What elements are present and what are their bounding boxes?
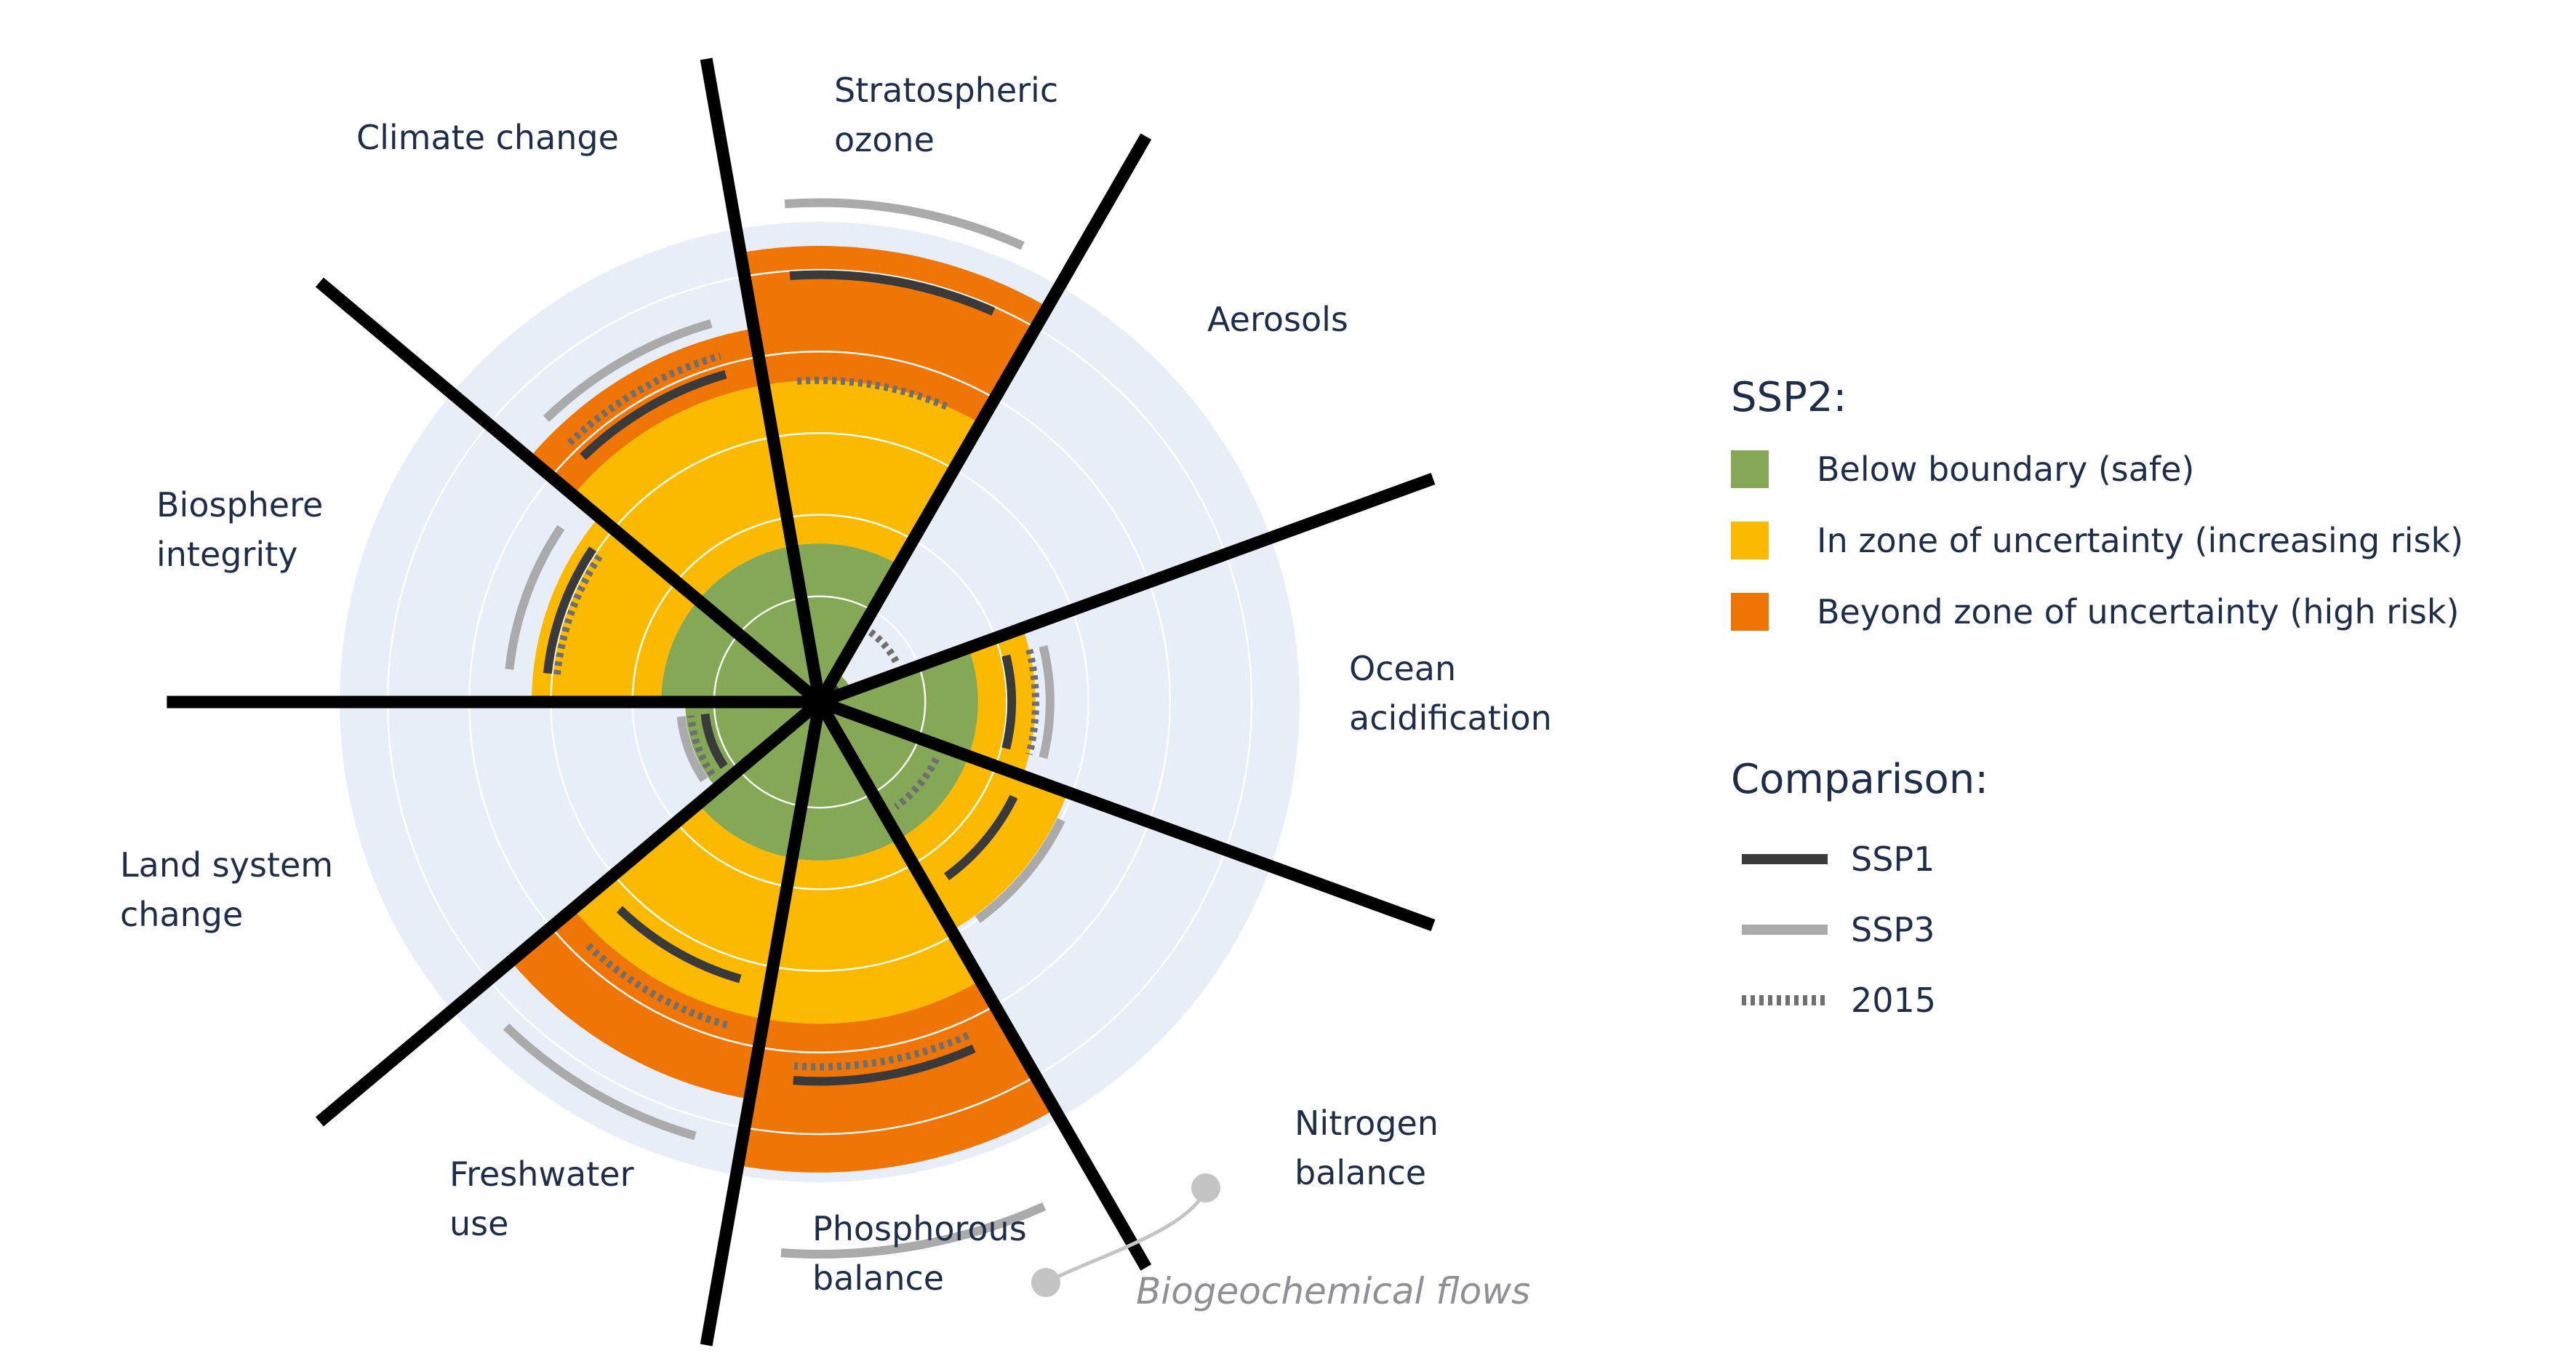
ssp2-safe-band-ocean-acidification (820, 702, 969, 839)
legend-line-label-ssp1: SSP1 (1851, 839, 1935, 879)
legend-zone-label-2: In zone of uncertainty (increasing risk) (1817, 521, 2463, 560)
segment-label-ocean-acidification: Ocean acidification (1349, 649, 1552, 738)
segment-label-line: Phosphorous (812, 1209, 1027, 1248)
biogeochemical-flows-marker: Biogeochemical flows (1031, 1173, 1530, 1312)
ssp1-arc-nitrogen-balance (793, 1044, 976, 1086)
legend-swatch-3 (1731, 593, 1769, 631)
boundary-wheel (167, 57, 1436, 1347)
divider-spoke-1 (700, 57, 826, 703)
y2015-arc-aerosols (1025, 648, 1039, 756)
segment-label-stratospheric-ozone: Stratospheric ozone (834, 71, 1058, 159)
legend-heading-comparison: Comparison: (1731, 756, 1988, 803)
legend-line-label-ssp3: SSP3 (1851, 910, 1935, 949)
ssp1-arc-ocean-acidification (944, 794, 1018, 881)
divider-spoke-7 (315, 697, 824, 1127)
segment-label-land-system-change: Land system change (120, 845, 333, 934)
legend-zone-label-3: Beyond zone of uncertainty (high risk) (1817, 592, 2459, 631)
ssp2-uncertainty-band-biosphere-integrity (573, 385, 793, 601)
biogeochemical-flows-connector (1044, 1187, 1208, 1285)
segment-label-line: Stratospheric (834, 71, 1058, 110)
segment-aerosols (820, 628, 1036, 776)
segment-label-phosphorous-balance: Phosphorous balance (812, 1209, 1027, 1298)
legend-swatch-2 (1731, 522, 1769, 559)
legend-zone-label-1: Below boundary (safe) (1817, 450, 2194, 489)
ssp1-arc-freshwater-use (700, 713, 728, 769)
ssp3-arc-land-system-change (505, 525, 565, 670)
ssp2-safe-band-phosphorous-balance (698, 702, 820, 858)
y2015-arc-climate-change (796, 376, 952, 412)
ssp2-uncertainty-band-aerosols (968, 628, 1036, 776)
segment-label-line: Freshwater (449, 1154, 634, 1194)
ssp3-arc-nitrogen-balance (780, 1202, 1047, 1259)
ssp1-arc-phosphorous-balance (616, 906, 742, 984)
connector-dot-top (1191, 1173, 1220, 1203)
ssp2-safe-band-aerosols (820, 647, 978, 757)
ssp3-arc-climate-change (784, 198, 1025, 250)
segment-label-line: integrity (156, 535, 297, 574)
segment-label-line: balance (1295, 1153, 1426, 1192)
segment-label-line: Land system (120, 845, 333, 885)
ssp2-uncertainty-band-climate-change (764, 380, 981, 565)
ssp3-arc-biosphere-integrity (543, 319, 713, 423)
ssp3-arc-freshwater-use (676, 716, 708, 783)
ssp2-uncertainty-band-nitrogen-balance (764, 839, 981, 1024)
ssp3-arc-aerosols (1039, 645, 1055, 759)
biogeochemical-flows-label: Biogeochemical flows (1136, 1270, 1530, 1312)
y2015-arc-biosphere-integrity (567, 352, 721, 446)
y2015-arc-land-system-change (553, 552, 604, 675)
segment-label-line: ozone (834, 120, 935, 159)
ssp1-arc-aerosols (1001, 654, 1017, 750)
legend-zone-entries: Below boundary (safe) In zone of uncertai… (1731, 450, 2463, 631)
segment-labels: Climate change Stratospheric ozone Aerosols… (120, 71, 1552, 1298)
segment-label-line: Ocean (1349, 649, 1456, 688)
segment-phosphorous-balance (511, 702, 820, 1099)
divider-spoke-5 (814, 698, 1152, 1271)
segment-label-line: balance (812, 1259, 944, 1298)
legend: SSP2: Below boundary (safe) In zone of un… (1731, 374, 2463, 1020)
ssp1-arc-biosphere-integrity (580, 370, 727, 460)
ssp3-arc-phosphorous-balance (503, 1023, 697, 1141)
segment-label-line: Climate change (356, 118, 619, 157)
segment-label-biosphere-integrity: Biosphere integrity (156, 485, 323, 574)
ssp2-high-risk-band-phosphorous-balance (511, 909, 764, 1099)
ssp2-uncertainty-band-phosphorous-balance (573, 803, 793, 1019)
segment-label-line: Aerosols (1207, 300, 1348, 339)
divider-spoke-3 (817, 473, 1436, 708)
connector-dot-bottom (1031, 1268, 1060, 1297)
ssp3-arc-ocean-acidification (975, 818, 1065, 923)
ssp1-arc-land-system-change (543, 546, 597, 674)
ssp2-uncertainty-band-land-system-change (532, 517, 699, 702)
legend-line-entries: SSP1 SSP3 2015 (1742, 839, 1936, 1020)
divider-spoke-2 (814, 133, 1152, 706)
segment-label-line: Nitrogen (1295, 1104, 1439, 1143)
divider-spoke-6 (700, 701, 826, 1347)
segment-label-line: Biosphere (156, 485, 323, 525)
legend-swatch-1 (1731, 450, 1769, 488)
segment-label-freshwater-use: Freshwater use (449, 1154, 634, 1243)
ssp2-safe-band-biosphere-integrity (698, 546, 820, 702)
segment-label-nitrogen-balance: Nitrogen balance (1295, 1104, 1439, 1192)
divider-spoke-9 (315, 277, 824, 707)
segment-label-climate-change: Climate change (356, 118, 619, 157)
y2015-arc-stratospheric-ozone (868, 629, 901, 666)
legend-heading-ssp2: SSP2: (1731, 374, 1847, 421)
segment-label-line: acidification (1349, 698, 1552, 738)
segment-label-aerosols: Aerosols (1207, 300, 1348, 339)
legend-line-label-2015: 2015 (1851, 981, 1936, 1020)
segment-label-line: use (449, 1204, 508, 1243)
segment-label-line: change (120, 895, 243, 934)
y2015-arc-nitrogen-balance (793, 1032, 970, 1071)
divider-spoke-4 (817, 696, 1436, 931)
y2015-arc-phosphorous-balance (583, 941, 729, 1029)
ssp1-arc-climate-change (789, 270, 996, 316)
segment-climate-change (740, 246, 1048, 702)
